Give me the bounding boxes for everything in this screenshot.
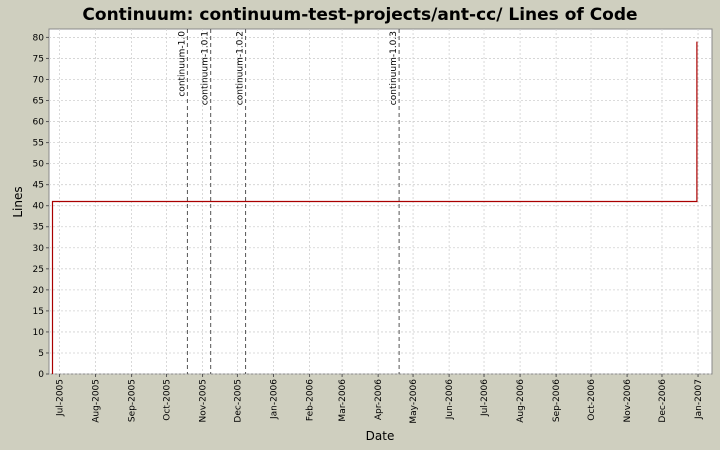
x-tick-label: Apr-2006 — [374, 379, 384, 420]
y-tick-label: 55 — [33, 139, 44, 149]
y-tick-label: 45 — [33, 181, 44, 191]
x-tick-label: Feb-2006 — [306, 379, 316, 421]
y-tick-label: 60 — [33, 118, 45, 128]
y-axis: 0 5 10 15 20 25 30 35 40 45 50 55 60 65 70 75 80 — [33, 33, 49, 380]
y-tick-label: 80 — [33, 33, 45, 43]
y-tick-label: 0 — [38, 370, 44, 380]
y-axis-label: Lines — [11, 186, 25, 217]
y-tick-label: 40 — [33, 202, 45, 212]
x-tick-label: Nov-2006 — [623, 379, 633, 423]
y-tick-label: 25 — [33, 265, 44, 275]
release-markers: continuum-1.0 continuum-1.0.1 continuum-1.… — [177, 29, 400, 374]
marker-label: continuum-1.0 — [177, 31, 187, 97]
y-tick-label: 30 — [33, 244, 45, 254]
x-tick-label: Mar-2006 — [338, 379, 348, 422]
x-tick-label: Jul-2006 — [480, 379, 490, 417]
x-tick-label: Aug-2005 — [92, 379, 102, 423]
y-tick-label: 50 — [33, 160, 45, 170]
x-axis: Jul-2005 Aug-2005 Sep-2005 Oct-2005 Nov-2005… — [55, 374, 704, 424]
x-tick-label: Nov-2005 — [199, 379, 209, 422]
y-tick-label: 65 — [33, 97, 44, 107]
x-tick-label: Dec-2006 — [658, 379, 668, 423]
x-tick-label: Oct-2006 — [587, 379, 597, 421]
x-tick-label: Oct-2005 — [162, 379, 172, 421]
x-tick-label: Sep-2006 — [552, 379, 562, 422]
y-tick-label: 15 — [33, 307, 44, 317]
y-tick-label: 35 — [33, 223, 44, 233]
marker-label: continuum-1.0.1 — [201, 31, 211, 105]
x-tick-label: Jan-2006 — [269, 379, 279, 420]
x-tick-label: Jan-2007 — [694, 379, 704, 420]
y-tick-label: 10 — [33, 328, 45, 338]
chart-title: Continuum: continuum-test-projects/ant-c… — [82, 5, 637, 25]
marker-label: continuum-1.0.3 — [389, 31, 399, 105]
x-tick-label: Aug-2006 — [516, 379, 526, 423]
x-tick-label: Jul-2005 — [55, 379, 65, 417]
y-tick-label: 5 — [38, 349, 44, 359]
x-axis-label: Date — [366, 429, 395, 443]
y-tick-label: 20 — [33, 286, 45, 296]
y-tick-label: 70 — [33, 75, 45, 85]
marker-label: continuum-1.0.2 — [236, 31, 246, 105]
x-tick-label: May-2006 — [409, 379, 419, 424]
x-tick-label: Dec-2005 — [233, 379, 243, 423]
x-tick-label: Jun-2006 — [445, 379, 455, 420]
series — [51, 41, 698, 374]
y-tick-label: 75 — [33, 54, 44, 64]
x-tick-label: Sep-2005 — [128, 379, 138, 422]
series-line — [51, 41, 698, 374]
